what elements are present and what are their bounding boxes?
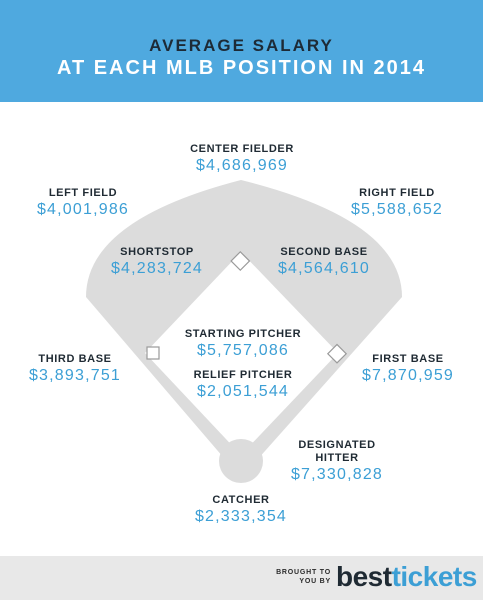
relief-pitcher-block: RELIEF PITCHER $2,051,544 bbox=[166, 369, 320, 401]
first-base-label: FIRST BASE bbox=[372, 353, 444, 365]
catcher-block: CATCHER $2,333,354 bbox=[166, 494, 316, 526]
brought-line-2: YOU BY bbox=[299, 578, 331, 585]
header-banner: AVERAGE SALARY AT EACH MLB POSITION IN 2… bbox=[0, 0, 483, 102]
third-base-icon bbox=[146, 346, 160, 360]
starting-pitcher-label: STARTING PITCHER bbox=[184, 328, 302, 340]
center-field-value: $4,686,969 bbox=[195, 157, 289, 174]
first-base-icon bbox=[326, 343, 348, 364]
baseball-field-graphic bbox=[86, 180, 402, 483]
center-field-block: CENTER FIELDER $4,686,969 bbox=[167, 143, 317, 175]
relief-pitcher-label: RELIEF PITCHER bbox=[193, 369, 293, 381]
right-field-label: RIGHT FIELD bbox=[359, 187, 435, 199]
right-field-value: $5,588,652 bbox=[350, 201, 444, 218]
second-base-block: SECOND BASE $4,564,610 bbox=[249, 246, 399, 278]
infield-diamond bbox=[145, 252, 338, 455]
first-base-value: $7,870,959 bbox=[361, 367, 455, 384]
third-base-value: $3,893,751 bbox=[28, 367, 122, 384]
shortstop-label: SHORTSTOP bbox=[120, 246, 194, 258]
shortstop-value: $4,283,724 bbox=[110, 260, 204, 277]
second-base-label: SECOND BASE bbox=[280, 246, 368, 258]
designated-hitter-value: $7,330,828 bbox=[290, 466, 384, 483]
brand-part-best: best bbox=[336, 561, 392, 592]
brought-to-you-by: BROUGHT TO YOU BY bbox=[265, 568, 331, 586]
second-base-value: $4,564,610 bbox=[277, 260, 371, 277]
title-line-2: AT EACH MLB POSITION IN 2014 bbox=[56, 57, 426, 79]
third-base-block: THIRD BASE $3,893,751 bbox=[0, 353, 150, 385]
designated-hitter-block: DESIGNATED HITTER $7,330,828 bbox=[262, 439, 412, 484]
left-field-block: LEFT FIELD $4,001,986 bbox=[8, 187, 158, 219]
relief-pitcher-value: $2,051,544 bbox=[196, 383, 290, 400]
shortstop-block: SHORTSTOP $4,283,724 bbox=[82, 246, 232, 278]
first-base-block: FIRST BASE $7,870,959 bbox=[333, 353, 483, 385]
starting-pitcher-block: STARTING PITCHER $5,757,086 bbox=[166, 328, 320, 360]
designated-hitter-label-2: HITTER bbox=[315, 452, 359, 464]
catcher-label: CATCHER bbox=[212, 494, 270, 506]
designated-hitter-label-1: DESIGNATED bbox=[298, 439, 376, 451]
left-field-label: LEFT FIELD bbox=[48, 187, 118, 199]
third-base-label: THIRD BASE bbox=[38, 353, 112, 365]
right-field-block: RIGHT FIELD $5,588,652 bbox=[317, 187, 477, 219]
left-field-value: $4,001,986 bbox=[36, 201, 130, 218]
catcher-value: $2,333,354 bbox=[194, 508, 288, 525]
starting-pitcher-value: $5,757,086 bbox=[196, 342, 290, 359]
besttickets-logo: besttickets bbox=[336, 560, 477, 594]
brought-line-1: BROUGHT TO bbox=[276, 569, 331, 576]
home-plate-circle bbox=[219, 439, 263, 483]
title-line-1: AVERAGE SALARY bbox=[149, 36, 334, 55]
brand-part-tickets: tickets bbox=[391, 561, 478, 592]
footer-bar: BROUGHT TO YOU BY besttickets bbox=[0, 556, 483, 600]
center-field-label: CENTER FIELDER bbox=[190, 143, 294, 155]
second-base-icon bbox=[230, 250, 251, 272]
